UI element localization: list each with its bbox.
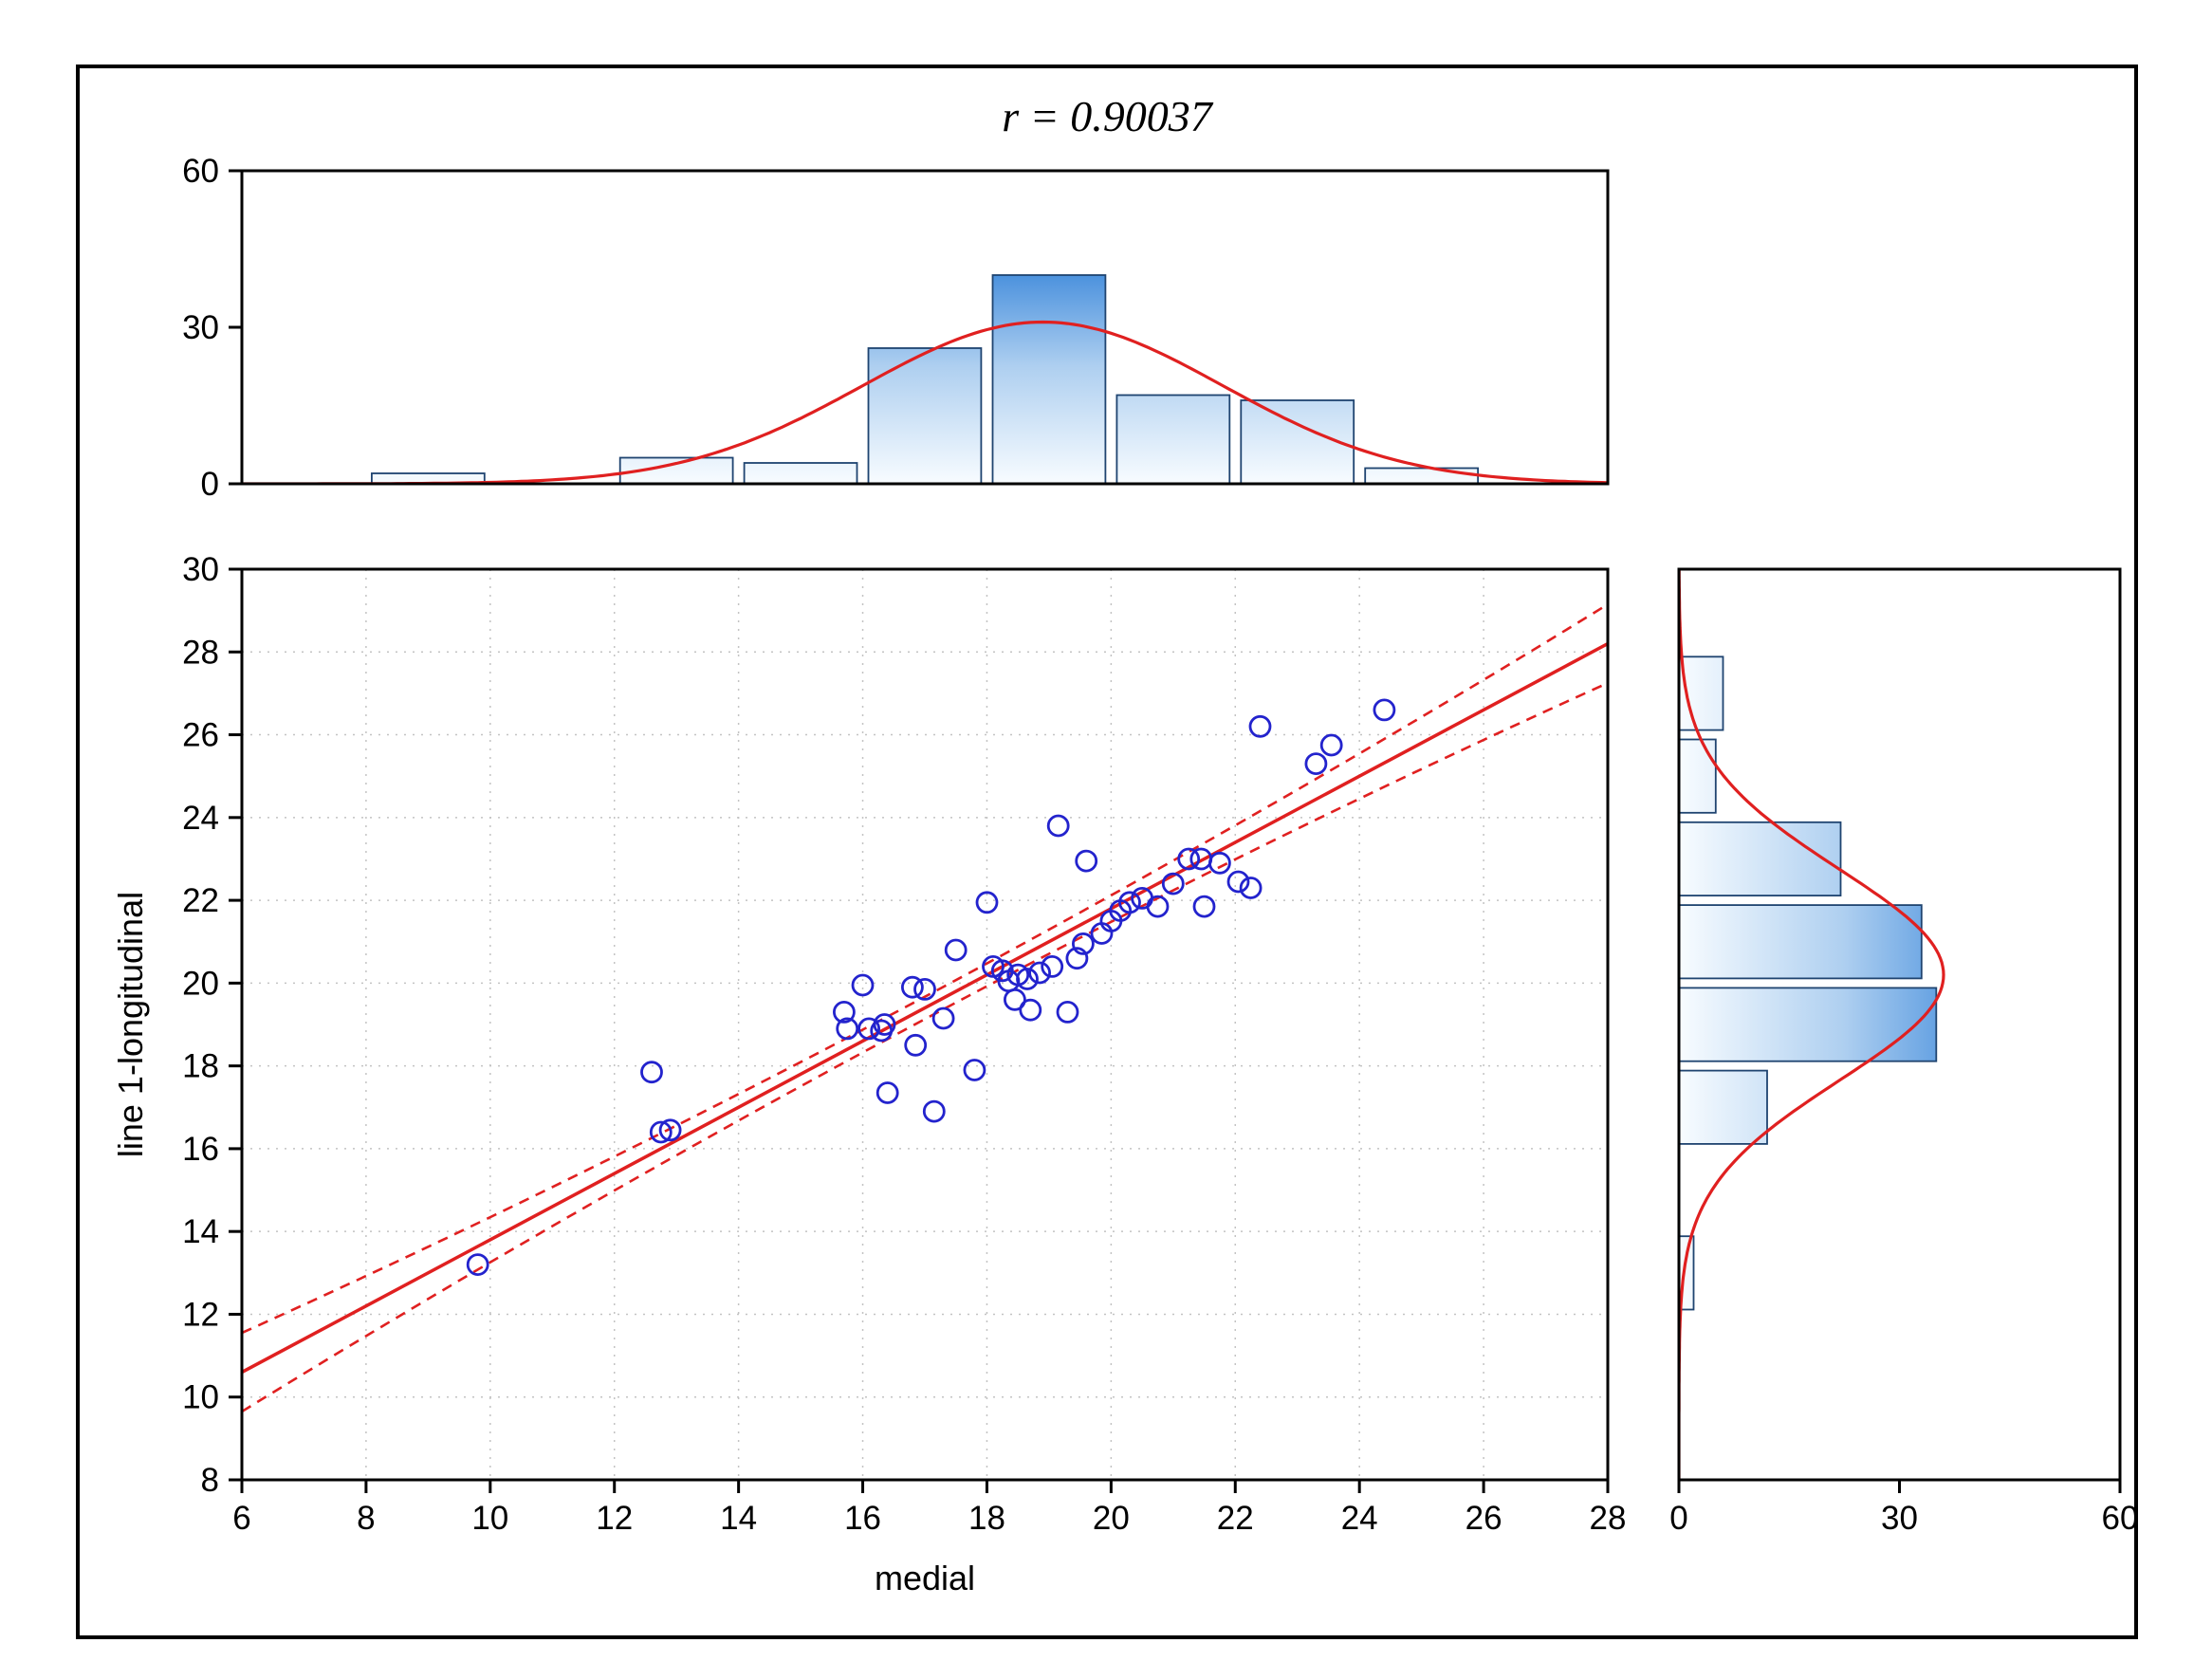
scatter-point bbox=[931, 1006, 955, 1030]
right-hist-tick-label: 0 bbox=[1669, 1500, 1687, 1537]
scatter-point bbox=[1177, 847, 1201, 871]
chart-title: r = 0.90037 bbox=[1002, 92, 1213, 140]
top-hist-tick-label: 30 bbox=[182, 309, 219, 346]
scatter-point bbox=[833, 1001, 856, 1024]
right-marginal-histogram: 0 30 60 bbox=[1669, 567, 2139, 1537]
fit-layer bbox=[242, 602, 1608, 1413]
x-tick-label: 18 bbox=[968, 1500, 1005, 1537]
histogram-bar bbox=[1678, 904, 1923, 980]
confidence-band-lower bbox=[242, 681, 1608, 1413]
x-axis-title: medial bbox=[875, 1559, 975, 1597]
scatter-point bbox=[857, 1017, 880, 1041]
y-tick-label: 14 bbox=[182, 1213, 219, 1250]
scatter-point bbox=[1373, 698, 1396, 722]
scatter-point bbox=[963, 1059, 986, 1081]
x-tick-label: 28 bbox=[1590, 1500, 1627, 1537]
scatter-point bbox=[1118, 891, 1141, 914]
scatter-point bbox=[1065, 947, 1089, 970]
scatter-point bbox=[1319, 733, 1343, 757]
confidence-band-upper bbox=[242, 602, 1608, 1335]
top-hist-tick-label: 60 bbox=[182, 153, 219, 190]
scatter-point bbox=[1161, 872, 1185, 895]
right-hist-tick-label: 60 bbox=[2102, 1500, 2139, 1537]
y-tick-label: 18 bbox=[182, 1048, 219, 1085]
histogram-bar bbox=[1240, 399, 1355, 485]
x-tick-label: 12 bbox=[596, 1500, 633, 1537]
y-tick-label: 28 bbox=[182, 634, 219, 671]
scatter-point bbox=[1004, 988, 1026, 1011]
scatter-point bbox=[466, 1253, 489, 1276]
y-tick-label: 24 bbox=[182, 800, 219, 837]
scatter-point bbox=[1239, 877, 1263, 899]
scatter-point bbox=[876, 1081, 899, 1104]
scatter-point bbox=[1028, 961, 1051, 985]
scatter-point bbox=[901, 975, 924, 999]
scatter-point bbox=[1075, 849, 1098, 873]
scatter-point bbox=[1019, 998, 1042, 1022]
x-tick-label: 24 bbox=[1341, 1500, 1378, 1537]
y-tick-label: 8 bbox=[201, 1462, 219, 1499]
scatter-point bbox=[836, 1017, 859, 1041]
scatter-point bbox=[975, 891, 999, 914]
scatter-point bbox=[640, 1061, 663, 1084]
scatter-point bbox=[944, 938, 968, 962]
y-tick-label: 10 bbox=[182, 1379, 219, 1416]
scatter-point bbox=[1208, 851, 1231, 875]
y-axis-title: line 1-longitudinal bbox=[111, 892, 150, 1157]
scatter-plot-box bbox=[240, 567, 1610, 1482]
y-tick-label: 20 bbox=[182, 965, 219, 1002]
x-tick-label: 6 bbox=[232, 1500, 250, 1537]
histogram-bar bbox=[743, 462, 858, 485]
y-tick-label: 12 bbox=[182, 1296, 219, 1333]
x-tick-label: 16 bbox=[844, 1500, 881, 1537]
y-tick-label: 26 bbox=[182, 717, 219, 754]
scatter-point bbox=[1248, 714, 1272, 738]
histogram-bar bbox=[1678, 987, 1938, 1062]
y-tick-label: 22 bbox=[182, 882, 219, 919]
scatter-point bbox=[1072, 932, 1095, 955]
histogram-bar bbox=[991, 274, 1107, 485]
histogram-bar bbox=[1115, 394, 1231, 485]
top-marginal-histogram: 0 30 60 bbox=[182, 153, 1610, 503]
top-hist-tick-label: 0 bbox=[201, 466, 219, 503]
scatter-point bbox=[851, 973, 875, 997]
scatter-point bbox=[1192, 895, 1216, 918]
histogram-bar bbox=[1678, 821, 1842, 896]
x-tick-label: 14 bbox=[720, 1500, 757, 1537]
scatter-point bbox=[1041, 955, 1064, 978]
scatter-plot: 6 8 10 12 14 16 18 20 22 24 26 28810121416182022242… bbox=[182, 551, 1626, 1537]
scatter-point bbox=[873, 1013, 896, 1036]
x-tick-label: 10 bbox=[471, 1500, 508, 1537]
histogram-bar bbox=[867, 347, 983, 485]
regression-line bbox=[242, 642, 1608, 1375]
histogram-bar bbox=[1678, 1069, 1768, 1145]
scatter-point bbox=[1046, 814, 1070, 838]
scatter-point bbox=[649, 1120, 673, 1144]
x-tick-label: 22 bbox=[1217, 1500, 1254, 1537]
scatter-point bbox=[913, 978, 936, 1001]
histogram-bar bbox=[1678, 738, 1717, 814]
right-hist-tick-label: 30 bbox=[1881, 1500, 1918, 1537]
y-tick-label: 16 bbox=[182, 1131, 219, 1168]
histogram-bar bbox=[1364, 467, 1479, 485]
figure-border bbox=[76, 65, 2138, 1639]
y-tick-label: 30 bbox=[182, 551, 219, 588]
x-tick-label: 8 bbox=[357, 1500, 375, 1537]
scatter-point bbox=[1304, 752, 1328, 775]
scatter-point bbox=[1146, 895, 1170, 918]
scatter-point bbox=[658, 1118, 682, 1142]
scatter-point bbox=[1226, 870, 1250, 894]
scatter-point bbox=[1016, 968, 1039, 990]
scatter-point bbox=[904, 1033, 928, 1057]
scatter-point bbox=[922, 1099, 946, 1123]
x-tick-label: 20 bbox=[1093, 1500, 1130, 1537]
x-tick-label: 26 bbox=[1465, 1500, 1502, 1537]
scatter-point bbox=[1056, 1001, 1079, 1024]
